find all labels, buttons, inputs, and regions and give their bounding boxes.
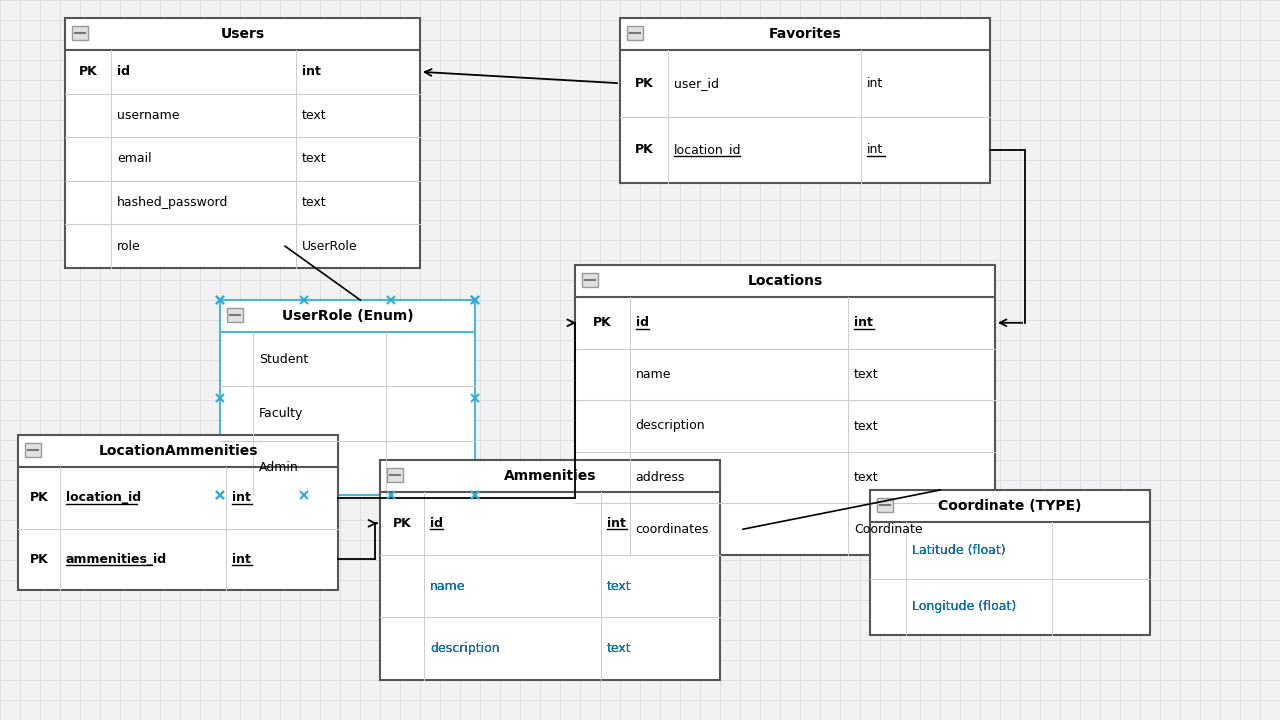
Text: role: role — [118, 240, 141, 253]
Text: PK: PK — [593, 316, 612, 329]
Text: id: id — [118, 66, 131, 78]
Text: text: text — [854, 420, 878, 433]
Text: PK: PK — [393, 517, 411, 530]
Bar — [877, 498, 893, 512]
Text: PK: PK — [29, 491, 49, 504]
Text: PK: PK — [635, 77, 653, 90]
Bar — [582, 273, 598, 287]
Text: Student: Student — [259, 353, 308, 366]
Text: Longitude (float): Longitude (float) — [913, 600, 1016, 613]
Text: text: text — [607, 642, 631, 655]
Bar — [627, 26, 643, 40]
Text: int: int — [854, 316, 873, 329]
Text: Faculty: Faculty — [259, 407, 303, 420]
Text: name: name — [430, 580, 466, 593]
Text: address: address — [636, 471, 685, 484]
Text: text: text — [302, 153, 326, 166]
Text: ammenities_id: ammenities_id — [65, 553, 166, 566]
Bar — [620, 18, 989, 183]
Text: int: int — [607, 517, 626, 530]
Text: int: int — [232, 553, 251, 566]
Text: location_id: location_id — [65, 491, 141, 504]
Text: int: int — [867, 143, 883, 156]
Text: UserRole: UserRole — [302, 240, 357, 253]
Text: Ammenities: Ammenities — [504, 469, 596, 483]
Text: LocationAmmenities: LocationAmmenities — [99, 444, 257, 458]
Text: description: description — [430, 642, 499, 655]
Bar — [65, 18, 420, 268]
Text: email: email — [118, 153, 152, 166]
Text: text: text — [854, 471, 878, 484]
Text: Coordinate (TYPE): Coordinate (TYPE) — [938, 499, 1082, 513]
Text: int: int — [232, 491, 251, 504]
Text: Longitude (float): Longitude (float) — [913, 600, 1016, 613]
Text: text: text — [607, 580, 631, 593]
Bar — [227, 308, 243, 322]
Text: description: description — [430, 642, 499, 655]
Text: Coordinate: Coordinate — [854, 523, 923, 536]
Bar — [18, 435, 338, 590]
Text: id: id — [636, 316, 649, 329]
Text: Users: Users — [220, 27, 265, 41]
Text: hashed_password: hashed_password — [118, 196, 229, 209]
Text: int: int — [302, 66, 320, 78]
Bar — [72, 26, 88, 40]
Text: Latitude (float): Latitude (float) — [913, 544, 1006, 557]
Text: int: int — [867, 77, 883, 90]
Bar — [380, 460, 719, 680]
Bar — [870, 490, 1149, 635]
Text: user_id: user_id — [675, 77, 719, 90]
Text: Favorites: Favorites — [768, 27, 841, 41]
Bar — [26, 443, 41, 457]
Text: UserRole (Enum): UserRole (Enum) — [282, 309, 413, 323]
Bar — [220, 300, 475, 495]
Text: name: name — [430, 580, 466, 593]
Text: PK: PK — [78, 66, 97, 78]
Text: text: text — [302, 109, 326, 122]
Text: description: description — [636, 420, 705, 433]
Text: id: id — [430, 517, 443, 530]
Bar — [387, 468, 403, 482]
Text: text: text — [854, 368, 878, 381]
Text: Locations: Locations — [748, 274, 823, 288]
Text: Latitude (float): Latitude (float) — [913, 544, 1006, 557]
Text: username: username — [118, 109, 179, 122]
Text: text: text — [607, 642, 631, 655]
Text: text: text — [302, 196, 326, 209]
Text: text: text — [607, 580, 631, 593]
Text: name: name — [636, 368, 671, 381]
Text: PK: PK — [635, 143, 653, 156]
Text: location_id: location_id — [675, 143, 741, 156]
Text: coordinates: coordinates — [636, 523, 709, 536]
Text: Admin: Admin — [259, 462, 300, 474]
Text: PK: PK — [29, 553, 49, 566]
Bar — [575, 265, 995, 555]
